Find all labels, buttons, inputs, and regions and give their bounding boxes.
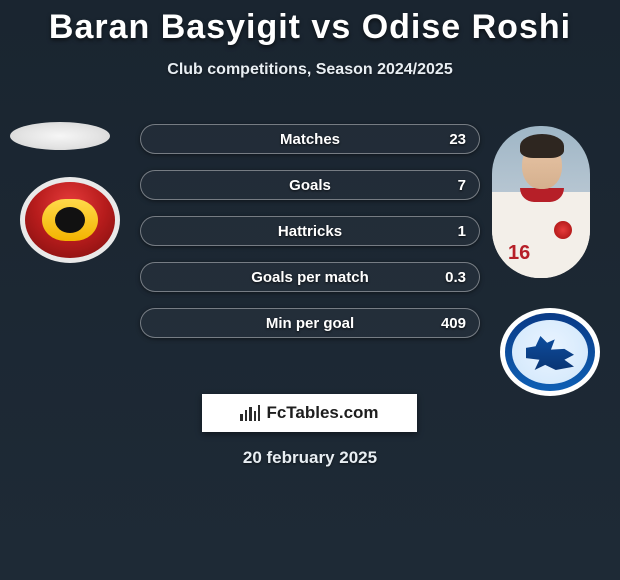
stat-label: Min per goal: [192, 315, 428, 332]
stat-row: Hattricks 1: [140, 216, 480, 246]
comparison-card: Baran Basyigit vs Odise Roshi Club compe…: [0, 0, 620, 580]
stat-value: 7: [428, 177, 466, 194]
stat-row: Goals per match 0.3: [140, 262, 480, 292]
comparison-title: Baran Basyigit vs Odise Roshi: [0, 0, 620, 47]
stat-label: Hattricks: [192, 223, 428, 240]
player-right-photo: 16: [492, 126, 590, 278]
jersey-number: 16: [508, 242, 530, 265]
stats-list: Matches 23 Goals 7 Hattricks 1 Goals per…: [140, 124, 480, 354]
site-credit-text: FcTables.com: [266, 403, 378, 423]
stat-row: Goals 7: [140, 170, 480, 200]
comparison-subtitle: Club competitions, Season 2024/2025: [0, 61, 620, 79]
club-left-logo: [20, 177, 120, 263]
site-credit[interactable]: FcTables.com: [202, 394, 417, 432]
stat-row: Min per goal 409: [140, 308, 480, 338]
player-left-photo-placeholder: [10, 122, 110, 150]
stat-label: Goals per match: [192, 269, 428, 286]
club-right-logo: [500, 308, 600, 396]
stat-value: 0.3: [428, 269, 466, 286]
stat-value: 23: [428, 131, 466, 148]
bar-chart-icon: [240, 405, 260, 421]
jersey-crest-icon: [554, 221, 572, 239]
generated-date: 20 february 2025: [0, 448, 620, 468]
stat-row: Matches 23: [140, 124, 480, 154]
stat-value: 409: [428, 315, 466, 332]
stat-label: Goals: [192, 177, 428, 194]
stat-label: Matches: [192, 131, 428, 148]
stat-value: 1: [428, 223, 466, 240]
